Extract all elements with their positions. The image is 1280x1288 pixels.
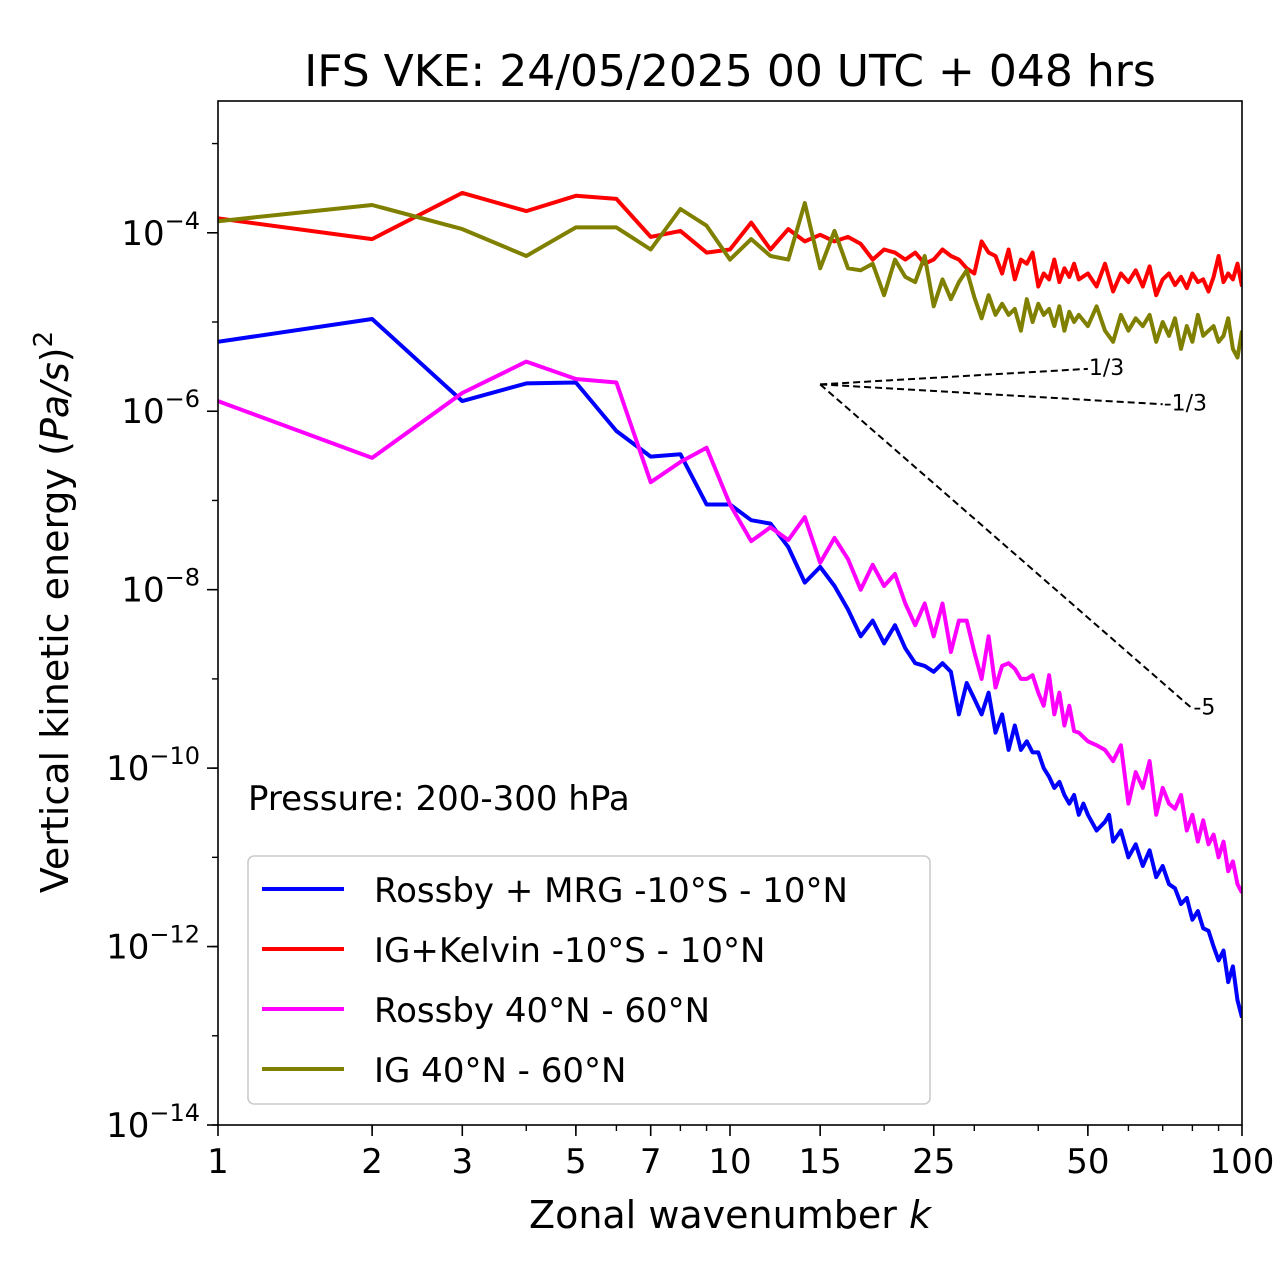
x-axis-title: Zonal wavenumber k xyxy=(529,1193,933,1237)
legend-label-4: IG 40°N - 60°N xyxy=(374,1051,626,1091)
reference-line-2 xyxy=(820,383,1163,406)
x-tick-label: 3 xyxy=(451,1142,473,1182)
y-tick-label: 10−6 xyxy=(121,385,200,432)
y-tick-label: 10−4 xyxy=(121,207,200,254)
reference-line-1 xyxy=(820,367,1088,386)
x-tick-label: 15 xyxy=(799,1142,842,1182)
y-tick-label: 10−12 xyxy=(106,921,200,968)
pressure-annotation: Pressure: 200-300 hPa xyxy=(248,779,630,819)
x-tick-label: 5 xyxy=(565,1142,587,1182)
chart-title: IFS VKE: 24/05/2025 00 UTC + 048 hrs xyxy=(304,46,1156,97)
x-tick-label: 7 xyxy=(640,1142,662,1182)
y-tick-label: 10−14 xyxy=(106,1099,200,1146)
legend-box xyxy=(247,855,931,1105)
x-tick-label: 10 xyxy=(708,1142,751,1182)
legend-label-1: Rossby + MRG -10°S - 10°N xyxy=(374,871,848,911)
series-line-2 xyxy=(218,190,1242,298)
legend-label-3: Rossby 40°N - 60°N xyxy=(374,991,710,1031)
legend-label-2: IG+Kelvin -10°S - 10°N xyxy=(374,931,765,971)
chart-legend: Rossby + MRG -10°S - 10°N IG+Kelvin -10°S… xyxy=(247,855,931,1105)
x-tick-label: 100 xyxy=(1210,1142,1275,1182)
y-tick-label: 10−8 xyxy=(121,564,200,611)
series-line-3 xyxy=(218,359,1242,894)
y-tick-label: 10−10 xyxy=(106,742,200,789)
x-tick-label: 50 xyxy=(1066,1142,1109,1182)
reference-label-1: 1/3 xyxy=(1089,356,1124,381)
reference-label-2: -1/3 xyxy=(1164,391,1207,416)
series-line-1 xyxy=(218,317,1242,1019)
reference-line-3 xyxy=(819,383,1194,710)
reference-label-3: -5 xyxy=(1193,696,1215,721)
x-tick-label: 2 xyxy=(361,1142,383,1182)
x-tick-label: 25 xyxy=(912,1142,955,1182)
series-line-4 xyxy=(218,201,1242,360)
plot-frame xyxy=(217,100,1243,1126)
x-tick-label: 1 xyxy=(207,1142,229,1182)
y-axis-title: Vertical kinetic energy (Pa/s)2 xyxy=(29,331,77,893)
